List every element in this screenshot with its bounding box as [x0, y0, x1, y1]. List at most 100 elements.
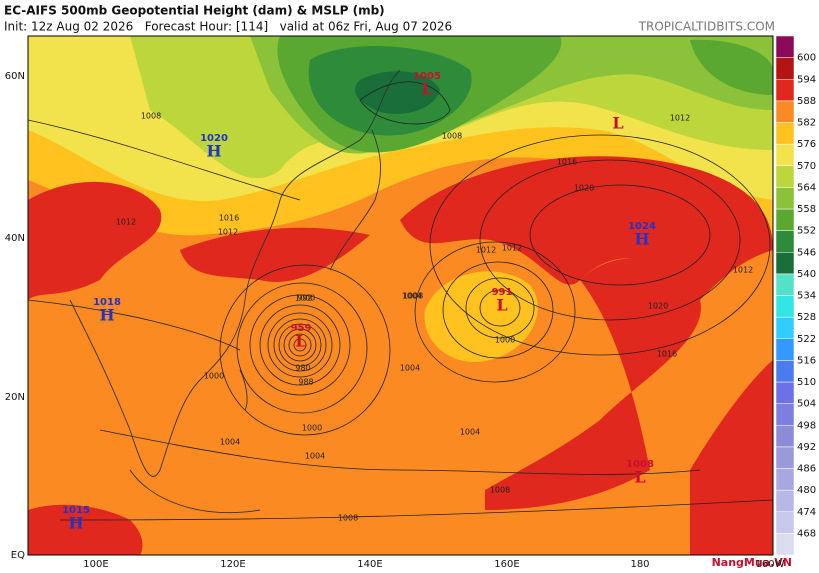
- colorbar-label: 540: [797, 269, 816, 280]
- contour-label: 1004: [220, 438, 240, 447]
- contour-label: 1020: [574, 184, 594, 193]
- colorbar-swatch: [775, 143, 795, 166]
- center-value: 1020: [200, 133, 228, 144]
- colorbar-swatch: [775, 79, 795, 102]
- contour-label: 1004: [460, 428, 480, 437]
- colorbar-label: 504: [797, 399, 816, 410]
- height-field: [28, 36, 773, 555]
- colorbar-swatch: [775, 468, 795, 491]
- lon-label: 140E: [357, 559, 382, 570]
- colorbar-label: 564: [797, 182, 816, 193]
- center-symbol: L: [634, 468, 645, 487]
- contour-label: 1008: [490, 486, 510, 495]
- center-symbol: H: [68, 514, 83, 533]
- center-symbol: L: [612, 114, 623, 133]
- colorbar-swatch: [775, 533, 795, 556]
- colorbar-swatch: [775, 338, 795, 361]
- colorbar-swatch: [775, 35, 795, 58]
- contour-label: 1012: [733, 266, 753, 275]
- colorbar-label: 492: [797, 442, 816, 453]
- colorbar-label: 576: [797, 139, 816, 150]
- map-frame: [27, 35, 774, 556]
- lon-label: 160E: [494, 559, 519, 570]
- colorbar-label: 552: [797, 226, 816, 237]
- center-symbol: H: [634, 230, 649, 249]
- contour-label: 1008: [338, 514, 358, 523]
- colorbar-swatch: [775, 208, 795, 231]
- colorbar-label: 510: [797, 377, 816, 388]
- contour-label: 1004: [305, 452, 325, 461]
- colorbar-swatch: [775, 381, 795, 404]
- lon-label: 160W: [756, 559, 785, 570]
- colorbar-label: 498: [797, 420, 816, 431]
- watermark: NangMua.VN: [712, 556, 792, 569]
- center-symbol: L: [295, 332, 306, 351]
- contour-label: 1000: [495, 336, 515, 345]
- colorbar-swatch: [775, 403, 795, 426]
- colorbar-label: 546: [797, 247, 816, 258]
- contour-label: 1016: [219, 214, 239, 223]
- colorbar-swatch: [775, 425, 795, 448]
- colorbar-label: 594: [797, 74, 816, 85]
- center-symbol: L: [421, 80, 432, 99]
- center-value: 1008: [626, 459, 654, 470]
- colorbar-label: 522: [797, 334, 816, 345]
- contour-label: 1008: [442, 132, 462, 141]
- colorbar-swatch: [775, 295, 795, 318]
- colorbar-label: 516: [797, 355, 816, 366]
- center-symbol: L: [496, 296, 507, 315]
- contour-label: 1000: [204, 372, 224, 381]
- contour-label: 1008: [403, 292, 423, 301]
- lat-label: 20N: [5, 392, 25, 403]
- title: EC-AIFS 500mb Geopotential Height (dam) …: [4, 4, 385, 18]
- colorbar-swatch: [775, 252, 795, 275]
- colorbar-swatch: [775, 187, 795, 210]
- contour-label: 988: [298, 378, 313, 387]
- colorbar-label: 558: [797, 204, 816, 215]
- lon-label: 120E: [220, 559, 245, 570]
- colorbar-swatch: [775, 100, 795, 123]
- colorbar-swatch: [775, 489, 795, 512]
- lat-label: EQ: [11, 550, 25, 561]
- subtitle: Init: 12z Aug 02 2026 Forecast Hour: [11…: [4, 20, 452, 34]
- contour-label: 1020: [648, 302, 668, 311]
- colorbar-swatch: [775, 230, 795, 253]
- center-value: 959: [291, 323, 312, 334]
- center-value: 1018: [93, 297, 121, 308]
- lon-label: 180: [630, 559, 649, 570]
- site-credit: TROPICALTIDBITS.COM: [638, 20, 775, 34]
- colorbar-swatch: [775, 165, 795, 188]
- center-value: 1015: [62, 505, 90, 516]
- colorbar-swatch: [775, 316, 795, 339]
- contour-label: 1016: [557, 158, 577, 167]
- colorbar-label: 534: [797, 291, 816, 302]
- colorbar-swatch: [775, 57, 795, 80]
- center-value: 1024: [628, 221, 656, 232]
- contour-label: 1016: [657, 350, 677, 359]
- colorbar-label: 474: [797, 507, 816, 518]
- center-value: 1005: [413, 71, 441, 82]
- center-value: 991: [492, 287, 513, 298]
- colorbar-label: 468: [797, 528, 816, 539]
- contour-label: 1000: [295, 294, 315, 303]
- colorbar-label: 570: [797, 161, 816, 172]
- contour-label: 1012: [218, 228, 238, 237]
- contour-label: 1012: [502, 244, 522, 253]
- center-symbol: H: [99, 306, 114, 325]
- colorbar-label: 600: [797, 53, 816, 64]
- colorbar-label: 528: [797, 312, 816, 323]
- contour-label: 980: [295, 364, 310, 373]
- colorbar-label: 480: [797, 485, 816, 496]
- contour-label: 1012: [476, 246, 496, 255]
- center-symbol: H: [206, 142, 221, 161]
- colorbar-swatch: [775, 273, 795, 296]
- contour-label: 1004: [400, 364, 420, 373]
- contour-label: 1004: [402, 292, 422, 301]
- contour-label: 992: [297, 294, 312, 303]
- colorbar-label: 486: [797, 464, 816, 475]
- colorbar-swatch: [775, 122, 795, 145]
- contour-label: 1000: [302, 424, 322, 433]
- lon-label: 100E: [83, 559, 108, 570]
